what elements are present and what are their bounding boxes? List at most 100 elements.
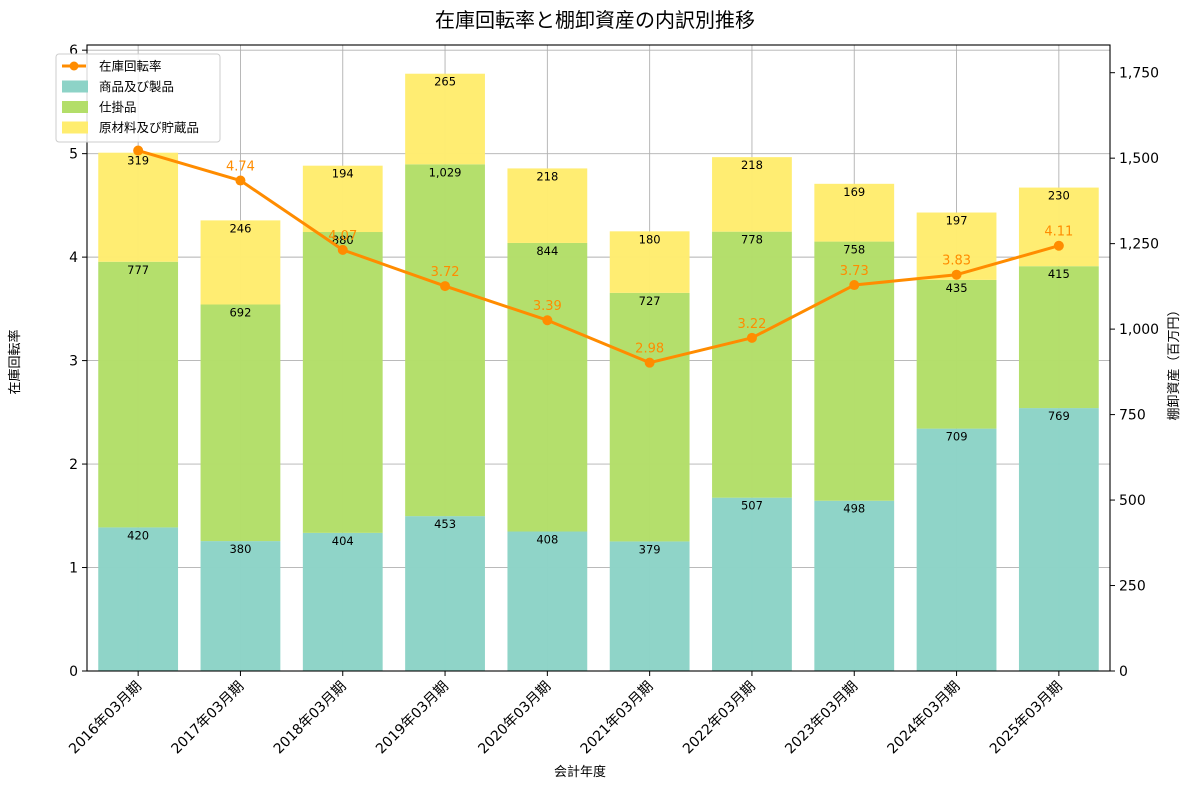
- bar-value-label: 218: [741, 158, 763, 172]
- turnover-line-series: 4.74 4.07 3.72 3.39 2.98 3.22 3.73 3.83 4.11: [133, 145, 1073, 368]
- y-left-tick-label: 0: [69, 664, 78, 680]
- y-right-tick-label: 1,250: [1119, 237, 1159, 253]
- y-right-tick-label: 0: [1119, 664, 1128, 680]
- bar-segment: [814, 183, 895, 242]
- bar-value-label: 453: [434, 517, 456, 531]
- bar-value-label: 727: [639, 294, 661, 308]
- y-right-tick-label: 500: [1119, 493, 1146, 509]
- bar-segment: [916, 279, 997, 429]
- bar-segment: [814, 500, 895, 671]
- bar-segment: [302, 232, 383, 533]
- bar-value-label: 169: [843, 185, 865, 199]
- legend-marker-swatch: [69, 61, 79, 71]
- bar-value-label: 758: [843, 243, 865, 257]
- bar-value-label: 769: [1048, 409, 1070, 423]
- bar-value-label: 197: [946, 214, 968, 228]
- y-left-tick-label: 3: [69, 354, 78, 370]
- bar-value-label: 778: [741, 233, 763, 247]
- bar-segment: [302, 165, 383, 233]
- bar-value-label: 379: [639, 542, 661, 556]
- turnover-point: [133, 145, 144, 156]
- bar-value-label: 319: [127, 154, 149, 168]
- y-right-tick-label: 750: [1119, 408, 1146, 424]
- turnover-value-label: 3.39: [533, 299, 562, 314]
- bar-value-label: 380: [229, 542, 251, 556]
- bar-value-label: 1,029: [429, 165, 462, 179]
- turnover-point: [337, 244, 348, 255]
- bar-segment: [507, 242, 588, 532]
- bar-value-label: 498: [843, 502, 865, 516]
- turnover-point: [951, 269, 962, 280]
- bar-value-label: 435: [946, 281, 968, 295]
- plot-frame: [86, 44, 1111, 672]
- turnover-point: [542, 315, 553, 326]
- y-left-tick-label: 5: [69, 147, 78, 163]
- bar-value-label: 415: [1048, 267, 1070, 281]
- bar-segment: [507, 531, 588, 671]
- turnover-value-label: 3.83: [942, 254, 971, 269]
- bar-value-label: 404: [332, 534, 354, 548]
- turnover-value-label: 4.07: [328, 229, 357, 244]
- turnover-value-label: 4.11: [1044, 225, 1073, 240]
- x-axis-label: 会計年度: [554, 764, 606, 780]
- bar-value-label: 194: [332, 167, 354, 181]
- bar-segment: [200, 304, 281, 542]
- turnover-point: [1053, 240, 1064, 251]
- bar-value-label: 844: [536, 244, 558, 258]
- bar-segment: [405, 164, 485, 517]
- turnover-value-label: 3.72: [431, 265, 460, 280]
- bar-segment: [405, 73, 485, 165]
- bar-segment: [712, 157, 792, 232]
- turnover-value-label: 3.73: [840, 264, 869, 279]
- legend-item-label: 商品及び製品: [99, 79, 174, 94]
- bar-segment: [712, 497, 792, 671]
- y-left-tick-label: 4: [69, 250, 78, 266]
- y-left-tick-label: 2: [69, 457, 78, 473]
- bar-segment: [609, 541, 690, 671]
- bar-value-label: 507: [741, 499, 763, 513]
- bar-value-labels: 420 777 319 380 692 246 404 880 194 453 1,029 265 40…: [127, 75, 1070, 557]
- turnover-line: [137, 149, 1060, 365]
- bar-value-label: 692: [229, 305, 251, 319]
- bar-segment: [200, 541, 281, 671]
- bar-segment: [98, 261, 179, 528]
- bar-value-label: 265: [434, 75, 456, 89]
- bar-segment: [302, 532, 383, 671]
- legend-box: [55, 53, 221, 143]
- bar-value-label: 408: [536, 533, 558, 547]
- turnover-value-label: 3.22: [737, 317, 766, 332]
- turnover-point: [644, 357, 655, 368]
- bar-segment: [1018, 408, 1099, 671]
- bar-segment: [916, 428, 997, 671]
- bar-segment: [507, 168, 588, 243]
- bar-value-label: 880: [332, 233, 354, 247]
- y-left-tick-label: 1: [69, 561, 78, 577]
- turnover-value-label: 2.98: [635, 342, 664, 357]
- bar-segment: [98, 527, 179, 671]
- turnover-point: [235, 175, 246, 186]
- bar-value-label: 230: [1048, 189, 1070, 203]
- bar-segment: [98, 152, 179, 262]
- chart-title: 在庫回転率と棚卸資産の内訳別推移: [435, 8, 755, 32]
- legend-item-label: 原材料及び貯蔵品: [99, 120, 199, 135]
- bar-value-label: 218: [536, 169, 558, 183]
- y-right-tick-label: 1,000: [1119, 322, 1159, 338]
- bar-segment: [405, 516, 485, 671]
- bar-value-label: 777: [127, 263, 149, 277]
- y-right-tick-label: 1,500: [1119, 151, 1159, 167]
- y-left-tick-label: 6: [69, 43, 78, 59]
- legend-color-swatch: [62, 101, 88, 113]
- y-right-tick-label: 1,750: [1119, 66, 1159, 82]
- bar-value-label: 709: [946, 430, 968, 444]
- bar-value-label: 246: [229, 221, 251, 235]
- legend-item-label: 在庫回転率: [99, 59, 162, 74]
- turnover-value-label: 4.74: [226, 160, 255, 175]
- y-axis-right-label: 棚卸資産（百万円）: [1166, 303, 1182, 420]
- bar-segment: [609, 292, 690, 542]
- bar-segment: [712, 231, 792, 498]
- turnover-point: [746, 332, 757, 343]
- y-axis-left-label: 在庫回転率: [7, 329, 23, 394]
- legend-color-swatch: [62, 80, 88, 93]
- bar-value-label: 180: [639, 232, 661, 246]
